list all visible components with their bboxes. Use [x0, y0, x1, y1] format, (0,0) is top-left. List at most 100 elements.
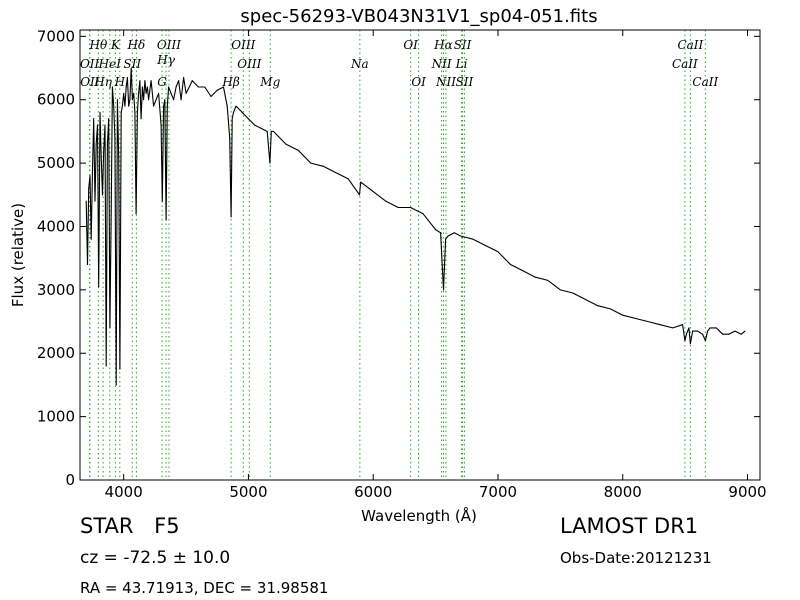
series-point-0-116 — [559, 289, 561, 291]
series-point-0-38 — [133, 92, 135, 94]
line-label-25: CaII — [677, 38, 703, 52]
series-point-0-11 — [99, 111, 101, 113]
series-point-0-27 — [119, 368, 121, 370]
line-label-20: SII — [454, 38, 472, 52]
object-class-label: STAR F5 — [80, 514, 180, 538]
series-point-0-54 — [158, 92, 160, 94]
survey-label: LAMOST DR1 — [560, 514, 699, 538]
line-label-14: Hβ — [221, 75, 239, 89]
y-tick-label: 2000 — [37, 344, 75, 362]
series-point-0-48 — [145, 92, 147, 94]
series-point-0-63 — [173, 99, 175, 101]
line-label-9: OIII — [157, 38, 181, 52]
series-point-0-126 — [682, 324, 684, 326]
series-point-0-104 — [443, 289, 444, 291]
line-label-2: Hθ — [88, 38, 107, 52]
series-point-0-134 — [704, 340, 706, 342]
x-axis-label: Wavelength (Å) — [361, 506, 477, 525]
x-tick-label: 9000 — [728, 483, 766, 501]
series-point-0-16 — [105, 365, 107, 367]
series-point-0-141 — [740, 333, 742, 335]
line-label-21: NII — [431, 57, 452, 71]
series-point-0-110 — [485, 245, 486, 246]
series-point-0-75 — [226, 105, 228, 107]
line-label-23: NII — [435, 75, 456, 89]
line-label-0: OII — [80, 57, 100, 71]
series-point-0-140 — [734, 330, 736, 332]
series-point-0-4 — [90, 238, 92, 240]
series-point-0-122 — [634, 317, 636, 319]
series-point-0-36 — [130, 67, 132, 69]
series-point-0-24 — [115, 384, 117, 386]
series-point-0-102 — [435, 229, 437, 231]
series-point-0-2 — [88, 188, 90, 189]
line-label-11: G — [157, 75, 167, 89]
series-point-0-18 — [108, 118, 110, 120]
series-point-0-5 — [92, 168, 93, 170]
line-label-10: Hγ — [156, 53, 175, 67]
series-point-0-43 — [139, 80, 141, 82]
series-point-0-137 — [715, 327, 717, 329]
series-point-0-58 — [164, 99, 166, 101]
series-point-0-74 — [223, 86, 224, 88]
plot-frame — [79, 29, 761, 481]
line-label-22: Li — [455, 57, 468, 71]
series-point-0-133 — [702, 333, 704, 335]
series-point-0-109 — [472, 238, 474, 240]
series-point-0-107 — [453, 232, 455, 234]
series-point-0-111 — [497, 251, 499, 253]
series-point-0-19 — [109, 327, 111, 329]
series-point-0-129 — [688, 327, 690, 329]
series-point-0-56 — [161, 200, 163, 202]
series-point-0-131 — [692, 330, 694, 332]
series-point-0-94 — [347, 178, 349, 180]
series-point-0-128 — [685, 333, 687, 335]
axes: 4000 5000 6000 7000 8000 9000 0 1000 2000 3000 400… — [37, 27, 767, 501]
y-tick-label: 4000 — [37, 217, 75, 235]
line-label-8: Hδ — [127, 38, 146, 52]
series-point-0-31 — [124, 105, 126, 107]
x-tick-label: 4000 — [105, 483, 143, 501]
series-point-0-130 — [689, 343, 691, 345]
line-label-24: SII — [456, 75, 474, 89]
series-point-0-77 — [230, 216, 232, 218]
x-tick-label: 6000 — [354, 483, 392, 501]
series-point-0-103 — [440, 232, 442, 234]
series-point-0-60 — [166, 105, 168, 107]
series-point-0-113 — [522, 270, 524, 272]
line-label-26: CaII — [672, 57, 698, 71]
series-point-0-67 — [183, 77, 185, 78]
line-label-5: K — [110, 38, 121, 52]
series-point-0-14 — [103, 149, 105, 151]
series-point-0-45 — [141, 86, 143, 88]
x-tick-label: 5000 — [229, 483, 267, 501]
series-point-0-106 — [447, 235, 449, 237]
series-point-0-40 — [135, 213, 137, 215]
object-subclass: F5 — [154, 514, 180, 538]
series-point-0-30 — [123, 92, 125, 94]
series-point-0-90 — [297, 149, 299, 151]
y-axis-label: Flux (relative) — [9, 203, 27, 307]
series-point-0-39 — [134, 111, 136, 113]
series-point-0-33 — [126, 77, 128, 78]
series-point-0-95 — [359, 194, 360, 196]
line-label-15: Mg — [259, 75, 280, 89]
series-point-0-52 — [153, 105, 155, 107]
series-point-0-29 — [121, 105, 123, 107]
series-point-0-136 — [709, 327, 711, 329]
series-point-0-96 — [360, 181, 362, 183]
series-point-0-32 — [125, 86, 127, 88]
series-point-0-88 — [272, 130, 274, 132]
series-point-0-68 — [185, 92, 187, 94]
series-point-0-99 — [397, 207, 399, 208]
x-tick-label: 8000 — [604, 483, 642, 501]
series-point-0-35 — [129, 99, 131, 101]
y-tick-label: 0 — [65, 471, 75, 489]
line-label-17: OI — [403, 38, 418, 52]
series-point-0-57 — [163, 105, 165, 107]
line-label-4: HeI — [98, 57, 122, 71]
obs-date-label: Obs-Date:20121231 — [560, 549, 712, 567]
series-point-0-114 — [534, 276, 536, 278]
